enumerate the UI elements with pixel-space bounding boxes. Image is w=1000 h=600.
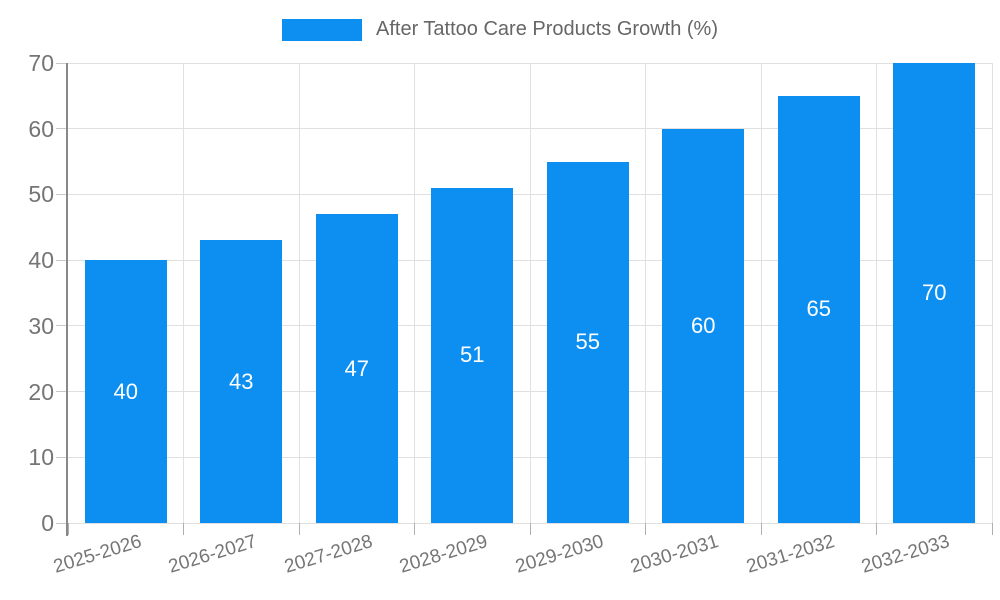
v-gridline [876, 63, 877, 523]
bar: 47 [315, 214, 398, 523]
v-gridline [991, 63, 993, 523]
bar: 43 [200, 240, 283, 523]
legend-swatch [282, 18, 362, 41]
y-tick-label: 60 [28, 115, 54, 142]
bar-value-label: 65 [806, 296, 831, 322]
y-tick-mark [56, 62, 66, 64]
bar-value-label: 43 [229, 368, 254, 394]
x-tick-mark [760, 523, 762, 535]
v-gridline [183, 63, 184, 523]
y-tick-label: 50 [28, 181, 54, 208]
y-tick-mark [56, 325, 66, 327]
y-tick-mark [56, 391, 66, 393]
x-tick-mark [876, 523, 877, 535]
y-tick-label: 20 [28, 378, 54, 405]
bar-value-label: 51 [460, 342, 485, 368]
v-gridline [760, 63, 762, 523]
bar: 65 [777, 95, 860, 523]
x-tick-mark [645, 523, 646, 535]
v-gridline [645, 63, 646, 523]
y-tick-mark [56, 456, 66, 458]
y-tick-mark [56, 522, 66, 524]
bar-value-label: 70 [922, 280, 947, 305]
x-tick-mark [414, 523, 415, 535]
x-tick-mark [183, 523, 184, 535]
bar: 40 [84, 260, 167, 523]
v-gridline [298, 63, 300, 523]
x-tick-mark [298, 523, 300, 535]
y-tick-mark [56, 259, 66, 261]
bar-value-label: 47 [344, 355, 369, 381]
plot-area: 40 43 47 51 55 60 65 70 [56, 62, 993, 536]
bar: 51 [431, 187, 514, 523]
bar: 60 [662, 128, 745, 523]
bar: 70 [893, 63, 976, 523]
legend-label: After Tattoo Care Products Growth (%) [376, 18, 718, 40]
x-axis-labels: 2025-2026 2026-2027 2027-2028 2028-2029 2029… [51, 531, 992, 600]
legend: After Tattoo Care Products Growth (%) [0, 18, 1000, 41]
bar-value-label: 55 [575, 329, 600, 355]
x-tick-mark [67, 523, 69, 535]
y-tick-label: 40 [28, 247, 54, 274]
y-axis-line [66, 63, 68, 536]
y-tick-label: 10 [28, 444, 54, 471]
bar-value-label: 40 [113, 378, 138, 404]
v-gridline [529, 63, 531, 523]
x-tick-mark [529, 523, 531, 535]
y-axis-labels: 0 10 20 30 40 50 60 70 [0, 50, 54, 536]
bar: 55 [546, 161, 629, 523]
x-tick-mark [991, 523, 993, 535]
y-tick-mark [56, 193, 66, 195]
y-tick-label: 70 [28, 50, 54, 76]
y-tick-label: 30 [28, 312, 54, 339]
bar-value-label: 60 [691, 312, 716, 338]
y-tick-mark [56, 128, 66, 130]
v-gridline [414, 63, 415, 523]
y-tick-label: 0 [41, 510, 54, 536]
